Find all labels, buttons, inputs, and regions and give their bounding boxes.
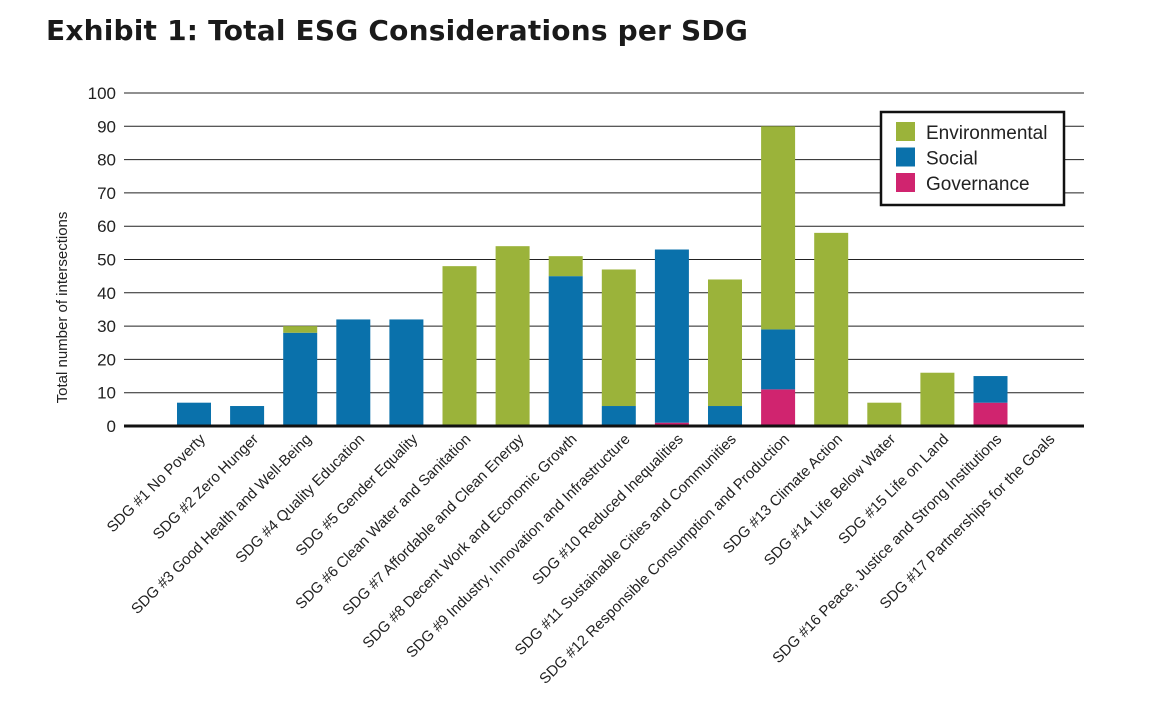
bar-environmental: [548, 256, 583, 277]
bar-environmental: [283, 326, 318, 333]
bar-environmental: [495, 246, 530, 426]
bar-social: [230, 406, 265, 426]
bar-social: [761, 329, 796, 390]
legend-label-environmental: Environmental: [926, 123, 1047, 144]
legend-label-governance: Governance: [926, 174, 1030, 195]
bar-social: [973, 376, 1008, 403]
bar-governance: [761, 389, 796, 426]
bar-environmental: [442, 266, 477, 426]
y-tick-label: 40: [97, 284, 116, 303]
legend-label-social: Social: [926, 149, 978, 170]
y-tick-label: 70: [97, 184, 116, 203]
y-tick-label: 20: [97, 350, 116, 369]
bar-environmental: [708, 279, 742, 407]
y-tick-label: 30: [97, 317, 116, 336]
bar-social: [283, 332, 318, 426]
y-tick-label: 0: [107, 417, 116, 436]
bar-social: [336, 319, 371, 426]
y-tick-label: 90: [97, 117, 116, 136]
bar-social: [601, 406, 636, 426]
bar-environmental: [867, 402, 902, 426]
bar-social: [654, 249, 689, 423]
bar-social: [389, 319, 424, 426]
bars: [177, 126, 1008, 426]
bar-environmental: [761, 126, 796, 330]
y-tick-label: 60: [97, 217, 116, 236]
x-tick-label: SDG #12 Responsible Consumption and Prod…: [536, 431, 793, 688]
bar-environmental: [814, 232, 849, 426]
y-tick-labels: 0 10 20 30 40 50 60 70 80 90 100: [88, 84, 116, 436]
y-axis-title: Total number of intersections: [54, 212, 71, 404]
legend-swatch-environmental: [896, 122, 915, 141]
bar-governance: [654, 422, 689, 426]
bar-environmental: [920, 372, 955, 426]
bar-social: [177, 402, 211, 426]
bar-environmental: [601, 269, 636, 407]
bar-social: [548, 276, 583, 426]
bar-social: [708, 406, 742, 426]
bar-governance: [973, 402, 1008, 426]
x-tick-label: SDG #1 No Poverty: [104, 430, 210, 536]
legend-swatch-social: [896, 147, 915, 167]
legend-swatch-governance: [896, 173, 915, 192]
y-tick-label: 50: [97, 251, 116, 270]
y-tick-label: 10: [97, 384, 116, 403]
y-tick-label: 80: [97, 151, 116, 170]
legend: Environmental Social Governance: [879, 110, 1066, 207]
y-tick-label: 100: [88, 84, 116, 103]
x-tick-label: SDG #2 Zero Hunger: [150, 431, 262, 543]
chart-title: Exhibit 1: Total ESG Considerations per …: [46, 14, 749, 47]
